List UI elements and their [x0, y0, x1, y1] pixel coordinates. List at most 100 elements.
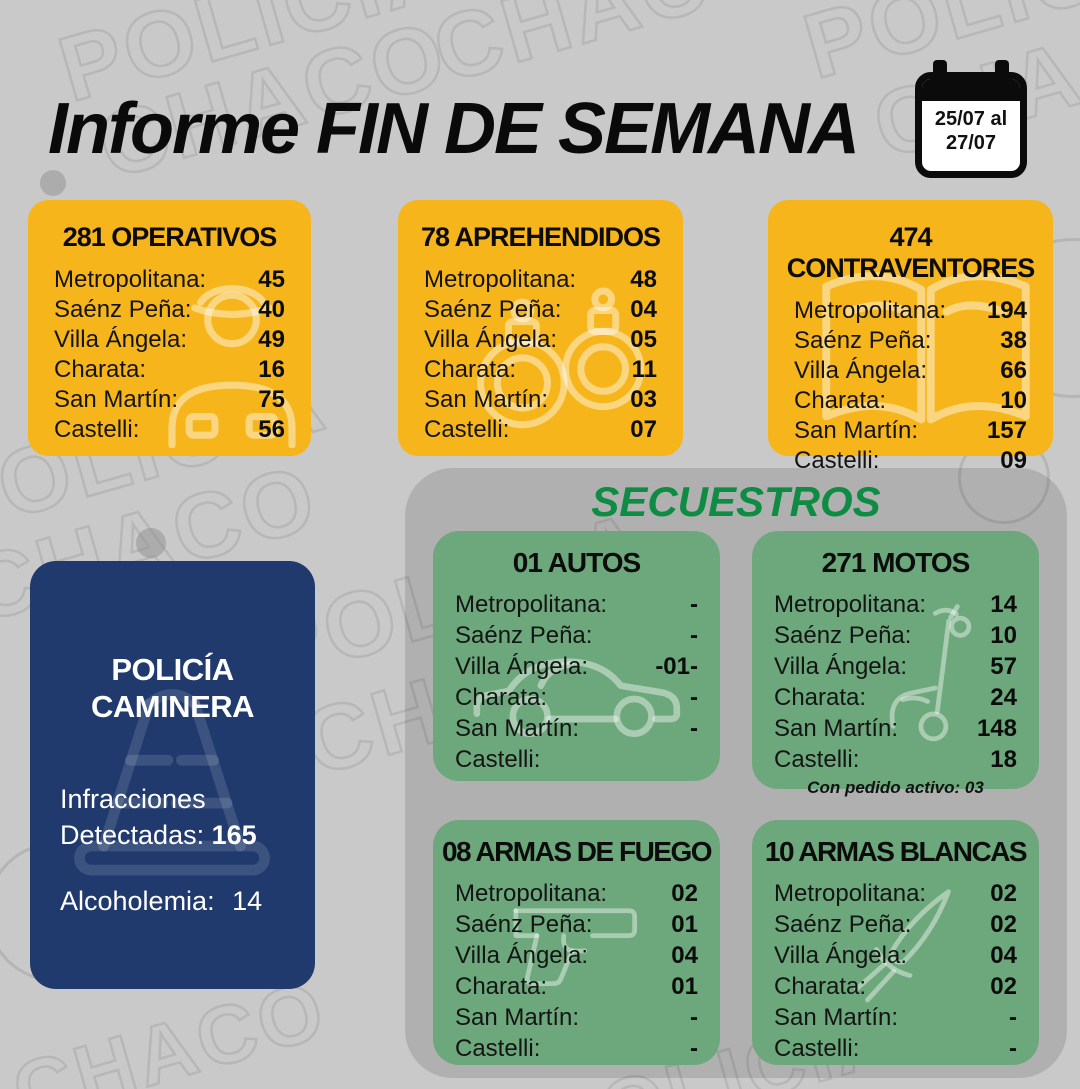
- stat-row: Charata: 10: [768, 386, 1053, 416]
- region-value: -: [690, 1004, 698, 1031]
- stat-row: Castelli: 07: [398, 415, 683, 445]
- stat-row: Charata: 16: [28, 355, 311, 385]
- stat-row: Villa Ángela: 05: [398, 325, 683, 355]
- region-value: -01-: [655, 653, 698, 680]
- stat-row: San Martín: -: [752, 1002, 1039, 1033]
- region-label: Metropolitana:: [455, 591, 608, 618]
- stat-row: Castelli: -: [433, 1033, 720, 1064]
- stat-row: Villa Ángela: 57: [752, 651, 1039, 682]
- region-label: Saénz Peña:: [424, 296, 562, 323]
- region-label: Villa Ángela:: [455, 942, 588, 969]
- region-label: Charata:: [774, 973, 867, 1000]
- card-title: 10 ARMAS BLANCAS: [764, 836, 1028, 867]
- region-value: 05: [630, 326, 657, 353]
- pistol-icon: [501, 882, 661, 997]
- stat-row: San Martín: 75: [28, 385, 311, 415]
- stat-row: Villa Ángela: -01-: [433, 651, 720, 682]
- alcoholemia-stat: Alcoholemia: 14: [30, 883, 315, 919]
- card-title: 281 OPERATIVOS: [62, 222, 278, 252]
- region-label: San Martín:: [794, 417, 919, 444]
- stat-row: Charata: 24: [752, 682, 1039, 713]
- region-value: 10: [990, 622, 1017, 649]
- region-label: Saénz Peña:: [455, 622, 593, 649]
- region-label: Castelli:: [774, 1035, 860, 1062]
- region-value: 38: [1000, 327, 1027, 354]
- stat-row: Metropolitana: 02: [752, 878, 1039, 909]
- region-label: San Martín:: [774, 1004, 899, 1031]
- car-icon: [447, 631, 712, 751]
- region-value: 02: [990, 911, 1017, 938]
- region-value: 04: [990, 942, 1017, 969]
- page-title: Informe FIN DE SEMANA: [48, 89, 860, 169]
- stat-row: Villa Ángela: 04: [433, 940, 720, 971]
- region-value: 02: [671, 880, 698, 907]
- infracciones-label: Detectadas:: [60, 820, 205, 850]
- stat-row: Villa Ángela: 66: [768, 356, 1053, 386]
- traffic-cone-icon: [58, 649, 286, 917]
- stat-rows: Metropolitana: 14 Saénz Peña: 10 Villa Áng…: [752, 589, 1039, 775]
- date-range-line1: 25/07 al: [934, 108, 1008, 130]
- region-label: Saénz Peña:: [455, 911, 593, 938]
- stat-row: Castelli: 18: [752, 744, 1039, 775]
- region-value: 48: [630, 266, 657, 293]
- region-value: 07: [630, 416, 657, 443]
- stat-row: Metropolitana: -: [433, 589, 720, 620]
- region-value: 02: [990, 973, 1017, 1000]
- stat-rows: Metropolitana: - Saénz Peña: - Villa Ángel…: [433, 589, 720, 775]
- region-label: Charata:: [455, 684, 548, 711]
- region-label: Castelli:: [455, 746, 541, 773]
- region-value: 18: [990, 746, 1017, 773]
- region-label: Castelli:: [774, 746, 860, 773]
- region-value: 04: [671, 942, 698, 969]
- calendar-header-band: [922, 79, 1020, 101]
- region-value: 11: [631, 356, 657, 383]
- caminera-title: POLICÍA CAMINERA: [30, 651, 315, 725]
- secuestros-title: SECUESTROS: [591, 478, 881, 525]
- region-label: Metropolitana:: [774, 591, 927, 618]
- stat-row: Metropolitana: 14: [752, 589, 1039, 620]
- region-value: 57: [990, 653, 1017, 680]
- stat-row: Metropolitana: 02: [433, 878, 720, 909]
- stat-row: Charata: 11: [398, 355, 683, 385]
- region-value: 03: [630, 386, 657, 413]
- date-range: 25/07 al 27/07: [922, 107, 1020, 155]
- stat-row: San Martín: 157: [768, 416, 1053, 446]
- region-value: -: [1009, 1035, 1017, 1062]
- alcoholemia-value: 14: [232, 886, 263, 916]
- region-value: 09: [1000, 447, 1027, 474]
- region-value: -: [690, 684, 698, 711]
- open-book-icon: [806, 258, 1046, 448]
- scooter-icon: [874, 576, 989, 756]
- region-value: 148: [976, 715, 1017, 742]
- stat-row: Castelli: -: [752, 1033, 1039, 1064]
- region-label: Charata:: [774, 684, 867, 711]
- calendar-frame: 25/07 al 27/07: [915, 72, 1027, 178]
- stat-row: Villa Ángela: 49: [28, 325, 311, 355]
- calendar-icon: 25/07 al 27/07: [915, 60, 1027, 178]
- police-officer-icon: [146, 248, 318, 449]
- region-label: San Martín:: [455, 715, 580, 742]
- stat-row: Saénz Peña: -: [433, 620, 720, 651]
- region-label: Metropolitana:: [774, 880, 927, 907]
- region-value: 14: [990, 591, 1017, 618]
- region-value: -: [1009, 1004, 1017, 1031]
- region-label: San Martín:: [774, 715, 899, 742]
- infracciones-value: 165: [211, 820, 257, 850]
- region-label: Metropolitana:: [54, 266, 207, 293]
- region-value: 16: [258, 356, 285, 383]
- region-label: San Martín:: [54, 386, 179, 413]
- card-title: 78 APREHENDIDOS: [420, 222, 661, 252]
- region-label: Charata:: [424, 356, 517, 383]
- card-title: 01 AUTOS: [512, 547, 641, 578]
- date-range-line2: 27/07: [945, 132, 997, 154]
- region-label: Castelli:: [54, 416, 140, 443]
- region-value: 66: [1000, 357, 1027, 384]
- region-label: Saénz Peña:: [774, 622, 912, 649]
- region-value: 01: [671, 911, 698, 938]
- card-operativos: 281 OPERATIVOS Metropolitana: 45 Saénz Pe…: [28, 200, 311, 456]
- card-title: 08 ARMAS DE FUEGO: [441, 836, 713, 867]
- region-label: Villa Ángela:: [54, 326, 187, 353]
- region-value: 24: [990, 684, 1017, 711]
- region-value: 49: [258, 326, 285, 353]
